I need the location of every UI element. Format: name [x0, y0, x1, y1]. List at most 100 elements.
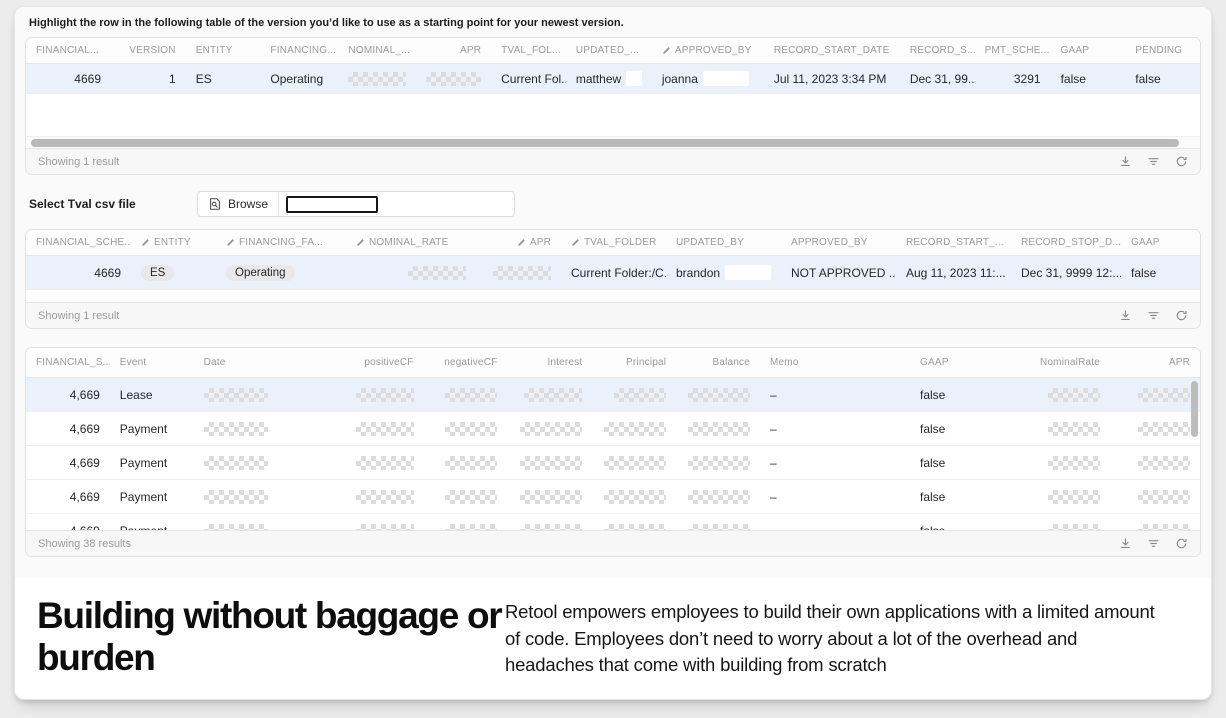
column-header[interactable]: TVAL_FOLDER — [561, 237, 666, 248]
filter-icon[interactable] — [1147, 155, 1160, 168]
column-header[interactable]: PENDING — [1135, 45, 1183, 56]
pencil-icon — [226, 238, 235, 247]
redacted-checkered-value — [1138, 387, 1190, 402]
column-header[interactable]: Event — [119, 357, 147, 368]
file-input[interactable]: Browse — [197, 191, 515, 217]
redacted-checkered-value — [445, 489, 498, 504]
cell: – — [770, 489, 777, 504]
download-icon[interactable] — [1119, 309, 1132, 322]
table-row[interactable]: 4,669 Lease – false — [26, 378, 1200, 412]
cell: ES — [195, 71, 212, 86]
column-header[interactable]: FINANCING... — [270, 45, 337, 56]
table-footer-actions — [1119, 155, 1188, 168]
cell: false — [1131, 265, 1157, 280]
cell: false — [1135, 71, 1161, 86]
column-header[interactable]: VERSION — [129, 45, 176, 56]
column-header[interactable]: APR — [476, 237, 561, 248]
column-header[interactable]: Principal — [626, 357, 667, 368]
filter-icon[interactable] — [1147, 309, 1160, 322]
column-header[interactable]: PMT_SCHE... — [984, 45, 1050, 56]
column-header[interactable]: NOMINAL_RATE — [346, 237, 476, 248]
column-header[interactable]: ENTITY — [131, 237, 216, 248]
refresh-icon[interactable] — [1175, 537, 1188, 550]
cell — [194, 455, 329, 470]
column-header[interactable]: RECORD_S... — [909, 45, 975, 56]
column-header[interactable]: RECORD_START_... — [906, 237, 1004, 248]
filter-icon[interactable] — [1147, 537, 1160, 550]
pencil-icon — [662, 46, 671, 55]
table-header-row: FINANCIAL_SCHE... ENTITY FINANCING_FA... NO… — [26, 230, 1200, 256]
column-header[interactable]: RECORD_START_DATE — [773, 45, 890, 56]
file-picker-label: Select Tval csv file — [29, 197, 136, 211]
column-header[interactable]: FINANCIAL_SCHE... — [36, 237, 131, 248]
version-select-table: FINANCIAL... VERSION ENTITY FINANCING... NOM… — [25, 37, 1201, 175]
column-header[interactable]: Memo — [770, 357, 799, 368]
cell: Aug 11, 2023 11:... — [906, 265, 1006, 280]
cell — [592, 387, 676, 402]
column-header[interactable]: positiveCF — [364, 357, 414, 368]
column-header[interactable]: UPDATED_... — [575, 45, 639, 56]
cell — [194, 489, 329, 504]
redacted-checkered-value — [355, 387, 414, 402]
redacted-checkered-value — [408, 265, 466, 280]
cell — [1005, 421, 1110, 436]
redacted-checkered-value — [688, 455, 750, 470]
cell — [338, 71, 416, 86]
column-header[interactable]: APPROVED_BY — [652, 45, 764, 56]
column-header[interactable]: Interest — [547, 357, 583, 368]
cell: Payment — [119, 455, 168, 470]
column-header[interactable]: ENTITY — [195, 45, 233, 56]
refresh-icon[interactable] — [1175, 155, 1188, 168]
cell — [329, 421, 424, 436]
column-header[interactable]: FINANCIAL_S... — [36, 357, 110, 368]
column-header[interactable]: FINANCIAL... — [36, 45, 99, 56]
column-header[interactable]: GAAP — [1131, 237, 1160, 248]
cell — [329, 387, 424, 402]
cell: Operating — [216, 264, 346, 281]
column-header[interactable]: TVAL_FOL... — [501, 45, 561, 56]
browse-button[interactable]: Browse — [198, 192, 280, 216]
column-header[interactable]: GAAP — [920, 357, 949, 368]
column-header[interactable]: negativeCF — [444, 357, 498, 368]
cell: false — [920, 489, 946, 504]
refresh-icon[interactable] — [1175, 309, 1188, 322]
section-heading: Building without baggage or burden — [37, 595, 503, 679]
column-header[interactable]: APR — [1168, 357, 1190, 368]
cell: false — [910, 524, 1005, 531]
section-body: Retool empowers employees to build their… — [505, 601, 1155, 676]
column-header[interactable]: FINANCING_FA... — [216, 237, 346, 248]
redacted-checkered-value — [1048, 387, 1100, 402]
table-body: 4669 ES Operating Current Folder:/C... brand… — [26, 256, 1200, 302]
column-header[interactable]: RECORD_STOP_D... — [1021, 237, 1121, 248]
cell: 4,669 — [69, 455, 100, 470]
download-icon[interactable] — [1119, 155, 1132, 168]
cell — [329, 489, 424, 504]
horizontal-scrollbar-thumb[interactable] — [31, 139, 1179, 147]
column-header[interactable]: Balance — [712, 357, 750, 368]
cell: Operating — [270, 71, 324, 86]
redacted-checkered-value — [1048, 523, 1100, 530]
vertical-scrollbar[interactable] — [1189, 378, 1200, 530]
column-header[interactable]: NominalRate — [1039, 357, 1100, 368]
download-icon[interactable] — [1119, 537, 1132, 550]
vertical-scrollbar-thumb[interactable] — [1191, 381, 1198, 437]
horizontal-scrollbar[interactable] — [26, 136, 1200, 148]
cell: Dec 31, 9999 12:... — [1021, 265, 1121, 280]
table-body: 4669 1 ES Operating Current Fol... matthew joa… — [26, 64, 1200, 136]
column-header[interactable]: APPROVED_BY — [791, 237, 868, 248]
redacted-white-box — [702, 71, 749, 86]
column-header[interactable]: GAAP — [1060, 45, 1090, 56]
column-header[interactable]: APR — [459, 45, 482, 56]
column-header[interactable]: NOMINAL_... — [348, 45, 411, 56]
column-header[interactable]: UPDATED_BY — [676, 237, 744, 248]
column-header[interactable]: Date — [203, 357, 226, 368]
cell: false — [920, 387, 946, 402]
table-row[interactable]: 4669 1 ES Operating Current Fol... matthew joa… — [26, 64, 1200, 94]
table-row[interactable]: 4669 ES Operating Current Folder:/C... brand… — [26, 256, 1200, 290]
file-name-area[interactable] — [279, 195, 514, 213]
cell — [424, 523, 508, 530]
